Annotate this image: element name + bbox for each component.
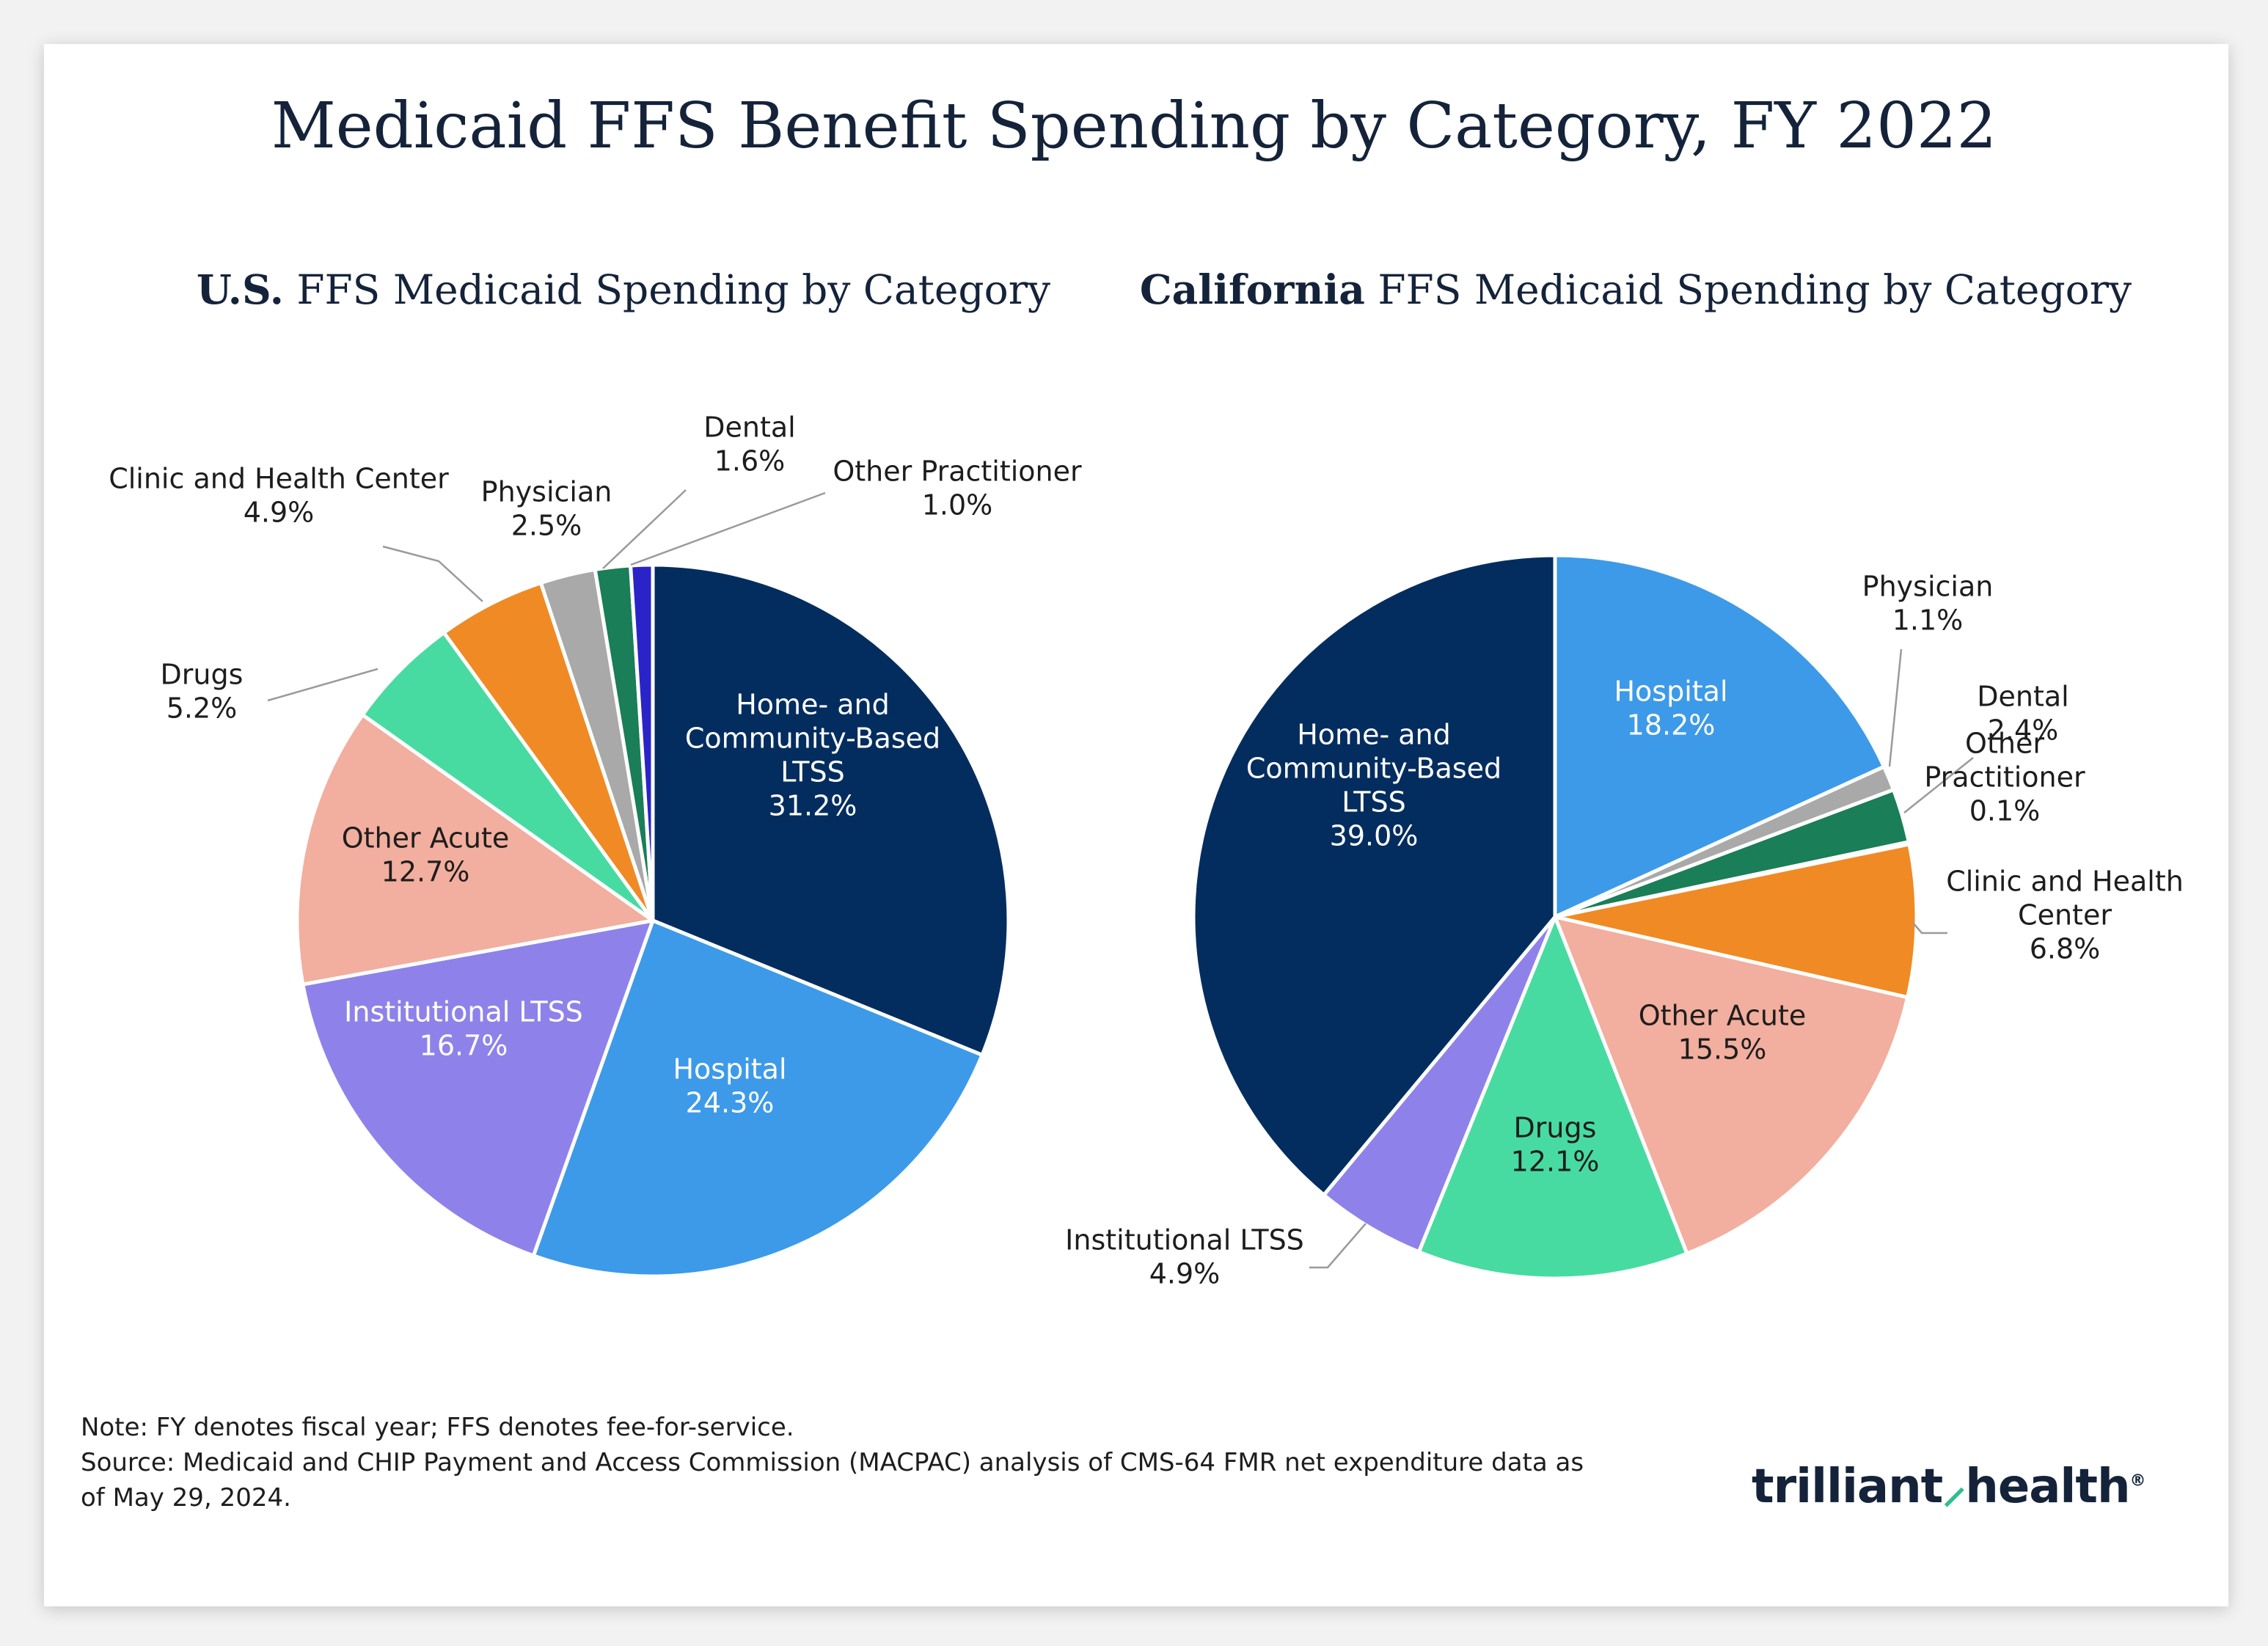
ca-label-text-physician: Physician	[1862, 571, 1994, 603]
us-leader-other-practitioner	[630, 491, 826, 566]
ca-value-dental: 2.4%	[1988, 714, 2059, 747]
ca-slice-hospital	[1553, 553, 1886, 919]
us-value-hospital: 24.3%	[686, 1087, 775, 1119]
us-label-text-other-practitioner: Other Practitioner	[833, 456, 1082, 488]
us-label-text-physician: Physician	[481, 476, 612, 508]
ca-label-text-clinic-and-health-center: Clinic and Health	[1946, 866, 2184, 898]
ca-leader-physician	[1888, 648, 1903, 767]
us-value-home-and-community-based-ltss: 31.2%	[769, 790, 857, 822]
us-label-text-clinic-and-health-center: Clinic and Health Center	[109, 463, 449, 495]
us-label-text-institutional-ltss: Institutional LTSS	[344, 996, 583, 1028]
ca-label-text-other-practitioner: Other	[1965, 728, 2044, 760]
us-value-dental: 1.6%	[714, 445, 786, 478]
ca-label-text-home-and-community-based-ltss: Community-Based	[1246, 753, 1501, 785]
ca-subtitle-bold: California	[1139, 266, 1365, 313]
footnote-line-3: of May 29, 2024.	[81, 1483, 291, 1513]
us-label-text-home-and-community-based-ltss: Community-Based	[685, 723, 940, 755]
us-slice-drugs	[360, 630, 655, 923]
us-value-institutional-ltss: 16.7%	[420, 1030, 508, 1062]
ca-value-other-acute: 15.5%	[1678, 1034, 1767, 1066]
ca-value-clinic-and-health-center: 6.8%	[2030, 933, 2101, 965]
ca-label-text-clinic-and-health-center: Center	[2018, 899, 2112, 932]
main-title: Medicaid FFS Benefit Spending by Categor…	[271, 89, 1997, 163]
logo-text-2: health	[1965, 1460, 2130, 1514]
footnote-line-2: Source: Medicaid and CHIP Payment and Ac…	[81, 1448, 1584, 1477]
ca-slice-home-and-community-based-ltss	[1191, 553, 1557, 1197]
trilliant-health-logo: trilliant⸝health®	[1752, 1452, 2146, 1516]
us-leader-clinic-and-health-center	[382, 545, 483, 602]
ca-value-other-practitioner: 0.1%	[1969, 795, 2041, 827]
ca-label-text-home-and-community-based-ltss: LTSS	[1342, 786, 1405, 819]
logo-text-1: trilliant	[1752, 1460, 1943, 1514]
ca-slice-clinic-and-health-center	[1553, 842, 1919, 1000]
ca-leader-institutional-ltss	[1309, 1223, 1367, 1269]
us-label-text-drugs: Drugs	[161, 659, 244, 691]
ca-label-text-institutional-ltss: Institutional LTSS	[1065, 1224, 1304, 1257]
us-value-other-practitioner: 1.0%	[922, 489, 993, 522]
ca-label-text-home-and-community-based-ltss: Home- and	[1297, 719, 1451, 751]
us-label-text-other-acute: Other Acute	[342, 822, 510, 855]
ca-value-institutional-ltss: 4.9%	[1149, 1258, 1221, 1290]
ca-leader-dental	[1903, 757, 1974, 813]
ca-label-text-other-acute: Other Acute	[1639, 1000, 1807, 1032]
footnote-line-1: Note: FY denotes fiscal year; FFS denote…	[81, 1413, 794, 1442]
us-leader-drugs	[267, 667, 378, 702]
us-label-text-dental: Dental	[703, 412, 795, 444]
ca-label-text-drugs: Drugs	[1514, 1112, 1597, 1144]
ca-value-home-and-community-based-ltss: 39.0%	[1330, 820, 1419, 852]
us-subtitle-rest: FFS Medicaid Spending by Category	[283, 266, 1051, 313]
logo-registered-mark: ®	[2129, 1471, 2146, 1490]
us-value-physician: 2.5%	[511, 510, 582, 542]
us-slice-hospital	[531, 918, 984, 1279]
us-label-text-home-and-community-based-ltss: Home- and	[736, 689, 890, 721]
us-slice-other-acute	[295, 713, 655, 987]
ca-slice-institutional-ltss	[1322, 915, 1557, 1254]
us-label-text-home-and-community-based-ltss: LTSS	[780, 756, 844, 789]
ca-label-text-dental: Dental	[1977, 681, 2068, 713]
ca-value-physician: 1.1%	[1892, 604, 1964, 637]
us-value-clinic-and-health-center: 4.9%	[244, 497, 315, 529]
ca-leader-clinic-and-health-center	[1912, 922, 1947, 934]
ca-chart-subtitle: California FFS Medicaid Spending by Cate…	[1100, 266, 2171, 313]
us-value-other-acute: 12.7%	[381, 856, 470, 888]
us-chart-subtitle: U.S. FFS Medicaid Spending by Category	[139, 266, 1108, 313]
ca-slice-other-acute	[1553, 915, 1910, 1256]
ca-value-hospital: 18.2%	[1627, 709, 1716, 742]
ca-value-drugs: 12.1%	[1511, 1146, 1600, 1178]
ca-subtitle-rest: FFS Medicaid Spending by Category	[1364, 266, 2132, 313]
ca-slice-drugs	[1416, 915, 1689, 1281]
us-value-drugs: 5.2%	[167, 692, 238, 725]
ca-label-text-other-practitioner: Practitioner	[1924, 761, 2085, 794]
us-leader-dental	[602, 489, 687, 569]
ca-label-text-hospital: Hospital	[1614, 676, 1727, 708]
logo-swoosh-icon: ⸝	[1942, 1460, 1966, 1514]
us-slice-home-and-community-based-ltss	[651, 563, 1011, 1057]
us-subtitle-bold: U.S.	[196, 266, 284, 313]
us-slice-institutional-ltss	[301, 918, 655, 1258]
footnote: Note: FY denotes fiscal year; FFS denote…	[81, 1410, 1584, 1515]
us-label-text-hospital: Hospital	[673, 1053, 786, 1086]
us-slice-clinic-and-health-center	[442, 581, 655, 923]
us-slice-other-practitioner	[629, 563, 655, 923]
